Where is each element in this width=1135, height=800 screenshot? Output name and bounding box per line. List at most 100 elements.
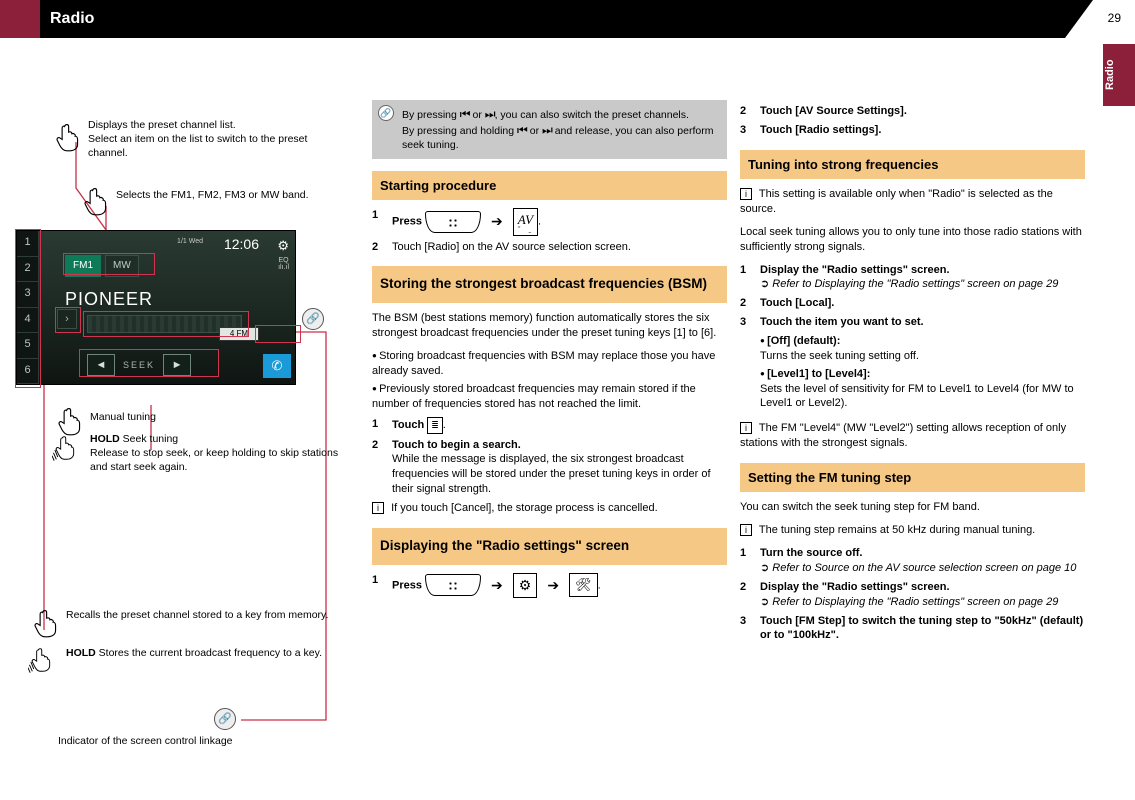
home-button-icon [425,574,481,596]
step-number: 1 [740,263,754,293]
preset-1[interactable]: 1 [17,231,38,257]
link-icon: 🔗 [378,105,394,121]
page-title: Radio [0,0,1135,38]
band-fm[interactable]: FM1 [65,255,101,277]
t: Touch the item you want to set. [760,316,924,328]
middle-column: 🔗 By pressing ⏮ or ⏭, you can also switc… [372,100,727,602]
step-text: Press ➔ AV . [392,208,541,236]
step-text: Touch [Radio settings]. [760,124,881,136]
callout-tune-tap: Manual tuning [90,410,290,424]
step: 2 Display the "Radio settings" screen. ➲… [740,580,1085,610]
preset-5[interactable]: 5 [17,333,38,359]
page-number: 29 [1108,10,1121,26]
step-number: 3 [740,315,754,417]
hold-icon [28,644,54,674]
t: Touch to begin a search. [392,439,521,451]
tap-icon [32,608,58,638]
preset-3[interactable]: 3 [17,282,38,308]
band-mw[interactable]: MW [105,255,139,277]
text: Seek tuning [123,433,178,445]
tip-icon: i [372,502,384,514]
callout-box-card [255,325,301,343]
preset-4[interactable]: 4 [17,308,38,334]
ref: Refer to Source on the AV source selecti… [772,562,1076,574]
card-indicator[interactable]: 4 FM [219,327,259,341]
step-number: 1 [372,208,386,236]
gear-icon[interactable]: ⚙ [277,237,289,255]
paragraph: i If you touch [Cancel], the storage pro… [372,501,727,516]
step-number: 2 [740,296,754,311]
step-text: Touch the item you want to set. [Off] (d… [760,315,1085,417]
step: 1 Display the "Radio settings" screen. ➲… [740,263,1085,293]
text: Displays the preset channel list. [88,119,236,131]
arrow-icon: ➔ [491,212,503,231]
list-item: Storing broadcast frequencies with BSM m… [372,349,727,379]
callout-recall-hold: HOLD Stores the current broadcast freque… [66,646,346,660]
device-time: 12:06 [224,235,259,254]
av-key-icon: AV [513,208,538,236]
eq-icon[interactable]: EQılı.ıl [278,257,289,271]
section-title-bsm: Storing the strongest broadcast frequenc… [372,266,727,303]
device-date: 1/1 Wed [177,237,203,246]
paragraph: i The tuning step remains at 50 kHz duri… [740,523,1085,538]
arrow-icon: ➔ [491,576,503,595]
step: 1 Turn the source off. ➲ Refer to Source… [740,546,1085,576]
phone-icon[interactable]: ✆ [263,354,291,378]
header-bar: Radio [0,0,1135,38]
band-switch[interactable]: FM1 MW [65,255,139,277]
link-icon: 🔗 [302,308,324,330]
step-number: 1 [372,417,386,433]
wrench-key-icon: 🛠 [569,573,598,597]
step-number: 2 [372,438,386,497]
t: Display the "Radio settings" screen. [760,264,950,276]
seek-controls: ◄ SEEK ► [87,354,191,376]
step: 2 Touch [Local]. [740,296,1085,311]
side-tab-label: Radio [1103,44,1118,106]
step-text: Touch [AV Source Settings]. [760,105,907,117]
tip-icon: i [740,524,752,536]
grey-note: 🔗 By pressing ⏮ or ⏭, you can also switc… [372,100,727,159]
text: Selects the FM1, FM2, FM3 or MW band. [116,189,309,201]
paragraph: The BSM (best stations memory) function … [372,311,727,341]
step-text: Display the "Radio settings" screen. ➲ R… [760,263,1058,293]
tip-icon: i [740,422,752,434]
gear-key-icon: ⚙ [513,573,538,598]
step-text: Turn the source off. ➲ Refer to Source o… [760,546,1076,576]
step-text: Touch [Local]. [760,297,834,309]
preset-6[interactable]: 6 [17,359,38,385]
text: Recalls the preset channel stored to a k… [66,609,328,621]
seek-next-button[interactable]: ► [163,354,191,376]
text: The tuning step remains at 50 kHz during… [759,524,1035,536]
station-name: PIONEER [65,287,153,311]
paragraph: i The FM "Level4" (MW "Level2") setting … [740,421,1085,451]
right-column: 2 Touch [AV Source Settings]. 3 Touch [R… [740,100,1085,647]
t: While the message is displayed, the six … [392,453,711,495]
t: Turn the source off. [760,547,862,559]
list-item: Previously stored broadcast frequencies … [372,382,727,412]
section-title-settings: Displaying the "Radio settings" screen [372,528,727,565]
preset-strip: 1 2 3 4 5 6 [17,231,39,384]
step: 2 Touch [AV Source Settings]. [740,104,1085,119]
link-icon: 🔗 [214,708,236,730]
note-list: Storing broadcast frequencies with BSM m… [372,349,727,411]
side-tab: Radio [1103,44,1135,106]
text: This setting is available only when "Rad… [740,188,1053,215]
step-text: Touch [Radio] on the AV source selection… [392,240,631,255]
tap-icon [54,122,80,152]
step: 3 Touch the item you want to set. [Off] … [740,315,1085,417]
device-screen: 1 2 3 4 5 6 1/1 Wed 12:06 ⚙ EQılı.ıl FM1… [16,230,296,385]
paragraph: i This setting is available only when "R… [740,187,1085,217]
step: 1 Press ➔ ⚙ ➔ 🛠 . [372,573,727,598]
list-item: [Level1] to [Level4]: Sets the level of … [760,367,1085,412]
t: Turns the seek tuning setting off. [760,350,919,362]
step: 1 Press ➔ AV . [372,208,727,236]
step-number: 2 [740,104,754,119]
preset-2[interactable]: 2 [17,257,38,283]
step-number: 3 [740,123,754,138]
paragraph: You can switch the seek tuning step for … [740,500,1085,515]
text: Release to stop seek, or keep holding to… [90,447,338,473]
chevron-right-icon[interactable]: › [57,309,77,329]
text: Indicator of the screen control linkage [58,735,233,747]
callout-link-indicator: Indicator of the screen control linkage [58,734,338,748]
seek-prev-button[interactable]: ◄ [87,354,115,376]
